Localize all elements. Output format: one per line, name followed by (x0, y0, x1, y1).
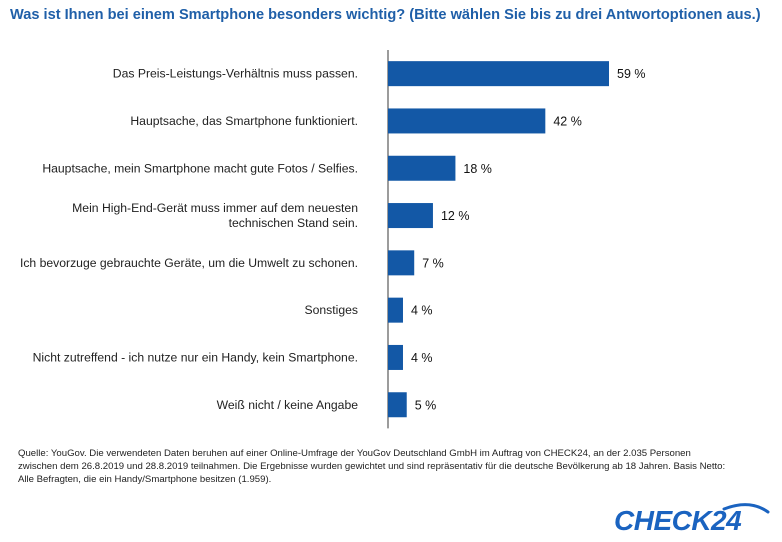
category-label: Das Preis-Leistungs-Verhältnis muss pass… (113, 67, 358, 81)
bar (388, 250, 415, 276)
chart-title: Was ist Ihnen bei einem Smartphone beson… (10, 7, 761, 23)
category-label: Hauptsache, mein Smartphone macht gute F… (42, 161, 358, 175)
bar-chart: Das Preis-Leistungs-Verhältnis muss pass… (20, 50, 646, 429)
bar (388, 297, 403, 323)
category-label-line: Sonstiges (304, 303, 358, 317)
category-label: Weiß nicht / keine Angabe (217, 398, 359, 412)
value-label: 12 % (441, 209, 470, 223)
bar (388, 155, 456, 181)
check24-logo: CHECK24 (614, 503, 770, 536)
value-label: 4 % (411, 351, 433, 365)
bar (388, 344, 403, 370)
category-label-line: Hauptsache, das Smartphone funktioniert. (130, 114, 358, 128)
bar (388, 61, 609, 87)
value-label: 5 % (415, 398, 437, 412)
bar (388, 108, 546, 134)
category-label: Mein High-End-Gerät muss immer auf dem n… (72, 201, 358, 230)
value-label: 59 % (617, 67, 646, 81)
footnote-line: Quelle: YouGov. Die verwendeten Daten be… (18, 448, 691, 459)
footnote-line: Alle Befragten, die ein Handy/Smartphone… (18, 474, 272, 485)
category-label-line: Weiß nicht / keine Angabe (217, 398, 359, 412)
value-label: 18 % (463, 162, 492, 176)
category-label: Hauptsache, das Smartphone funktioniert. (130, 114, 358, 128)
category-label: Ich bevorzuge gebrauchte Geräte, um die … (20, 256, 358, 270)
value-label: 42 % (553, 114, 582, 128)
category-label: Sonstiges (304, 303, 358, 317)
category-label: Nicht zutreffend - ich nutze nur ein Han… (33, 350, 358, 364)
category-label-line: Ich bevorzuge gebrauchte Geräte, um die … (20, 256, 358, 270)
bar (388, 392, 407, 418)
value-label: 7 % (422, 256, 444, 270)
value-label: 4 % (411, 304, 433, 318)
category-label-line: Mein High-End-Gerät muss immer auf dem n… (72, 201, 358, 215)
category-label-line: Nicht zutreffend - ich nutze nur ein Han… (33, 350, 358, 364)
bar (388, 203, 433, 229)
logo-wordmark: CHECK24 (614, 505, 742, 536)
footnote-line: zwischen dem 26.8.2019 und 28.8.2019 tei… (18, 461, 726, 472)
category-label-line: Das Preis-Leistungs-Verhältnis muss pass… (113, 67, 358, 81)
category-label-line: Hauptsache, mein Smartphone macht gute F… (42, 161, 358, 175)
logo-swoosh (722, 503, 770, 514)
category-label-line: technischen Stand sein. (229, 216, 358, 230)
source-footnote: Quelle: YouGov. Die verwendeten Daten be… (18, 447, 768, 486)
